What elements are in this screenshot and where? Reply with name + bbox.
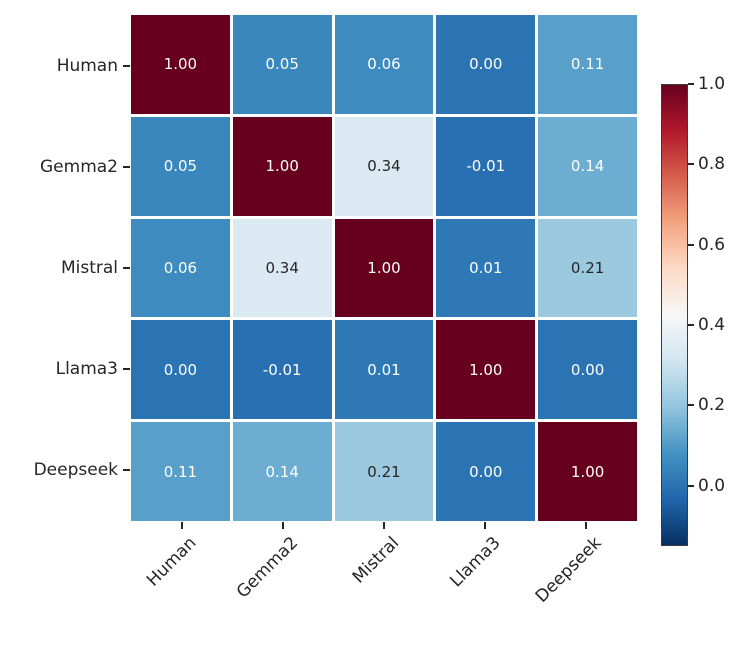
cell-value: 0.14 <box>570 157 605 176</box>
heatmap-cell: 0.00 <box>436 422 536 521</box>
colorbar-tick-label: 1.0 <box>698 74 726 94</box>
y-tick-label: Gemma2 <box>40 156 118 177</box>
y-tick-label: Llama3 <box>55 359 118 380</box>
heatmap-cell: 1.00 <box>436 320 536 420</box>
heatmap-cell: 0.05 <box>131 116 230 216</box>
x-tick-mark <box>281 522 284 529</box>
x-tick-label: Gemma2 <box>232 533 302 603</box>
heatmap-cell: 0.34 <box>334 116 434 216</box>
heatmap-cell: 0.01 <box>436 218 536 318</box>
colorbar-tick-mark <box>688 484 694 487</box>
heatmap-cell: 0.21 <box>334 422 434 521</box>
y-tick-mark <box>123 469 130 472</box>
heatmap-cell: 0.00 <box>436 15 536 114</box>
cell-value: 0.21 <box>367 462 401 481</box>
heatmap-cell: 0.01 <box>334 320 434 420</box>
cell-value: 0.00 <box>163 360 198 379</box>
y-tick-mark <box>123 267 130 269</box>
colorbar-tick-label: 0.8 <box>698 154 726 175</box>
cell-value: 0.21 <box>570 258 605 277</box>
cell-value: 1.00 <box>265 157 299 176</box>
heatmap-cell: 1.00 <box>538 422 637 521</box>
x-tick-label: Human <box>143 533 201 591</box>
cell-value: 1.00 <box>367 258 401 277</box>
y-tick-mark <box>123 165 130 168</box>
x-tick-label: Mistral <box>348 533 404 588</box>
heatmap-cell: 0.14 <box>232 422 332 521</box>
cell-value: 0.34 <box>265 258 299 277</box>
cell-value: 0.00 <box>570 360 605 379</box>
y-tick-label: Human <box>56 55 118 76</box>
colorbar-tick-mark <box>688 83 694 85</box>
cell-value: 0.11 <box>163 462 198 481</box>
heatmap-cell: 0.05 <box>232 15 332 114</box>
heatmap-cell: 0.34 <box>232 218 332 318</box>
heatmap-cell: 0.00 <box>131 320 230 420</box>
x-tick-mark <box>383 522 385 529</box>
y-tick-mark <box>123 64 130 67</box>
heatmap-grid: 1.00 0.05 0.06 0.00 0.11 0.05 1.00 0.34 -0.01 0.1… <box>131 15 637 521</box>
cell-value: -0.01 <box>466 157 506 176</box>
y-tick-label: Mistral <box>60 258 118 278</box>
cell-value: -0.01 <box>262 360 302 379</box>
heatmap-cell: 0.06 <box>131 218 230 318</box>
heatmap-cell: 1.00 <box>232 116 332 216</box>
cell-value: 0.14 <box>265 462 299 481</box>
cell-value: 1.00 <box>163 55 198 74</box>
colorbar-tick-label: 0.4 <box>698 315 726 336</box>
y-tick-mark <box>123 368 130 371</box>
cell-value: 0.01 <box>367 360 401 379</box>
colorbar-tick-mark <box>688 243 694 246</box>
heatmap-cell: 1.00 <box>131 15 230 114</box>
heatmap-cell: 0.06 <box>334 15 434 114</box>
y-tick-label: Deepseek <box>33 460 118 481</box>
heatmap-cell: 1.00 <box>334 218 434 318</box>
cell-value: 0.00 <box>469 462 503 481</box>
cell-value: 0.00 <box>469 55 503 74</box>
colorbar-tick-label: 0.6 <box>698 234 726 255</box>
x-tick-label: Llama3 <box>446 533 505 592</box>
heatmap-cell: -0.01 <box>232 320 332 420</box>
cell-value: 1.00 <box>570 462 605 481</box>
heatmap-cell: 0.11 <box>131 422 230 521</box>
colorbar-tick-label: 0.2 <box>698 395 726 416</box>
colorbar-tick-label: 0.0 <box>698 475 726 496</box>
x-tick-mark <box>484 522 487 529</box>
cell-value: 0.05 <box>265 55 299 74</box>
heatmap-cell: 0.21 <box>538 218 637 318</box>
colorbar <box>661 84 688 546</box>
heatmap-cell: -0.01 <box>436 116 536 216</box>
x-tick-mark <box>180 522 183 529</box>
cell-value: 0.06 <box>367 55 401 74</box>
heatmap-cell: 0.00 <box>538 320 637 420</box>
cell-value: 1.00 <box>469 360 503 379</box>
heatmap-cell: 0.14 <box>538 116 637 216</box>
x-tick-mark <box>585 522 588 529</box>
cell-value: 0.11 <box>570 55 605 74</box>
heatmap-cell: 0.11 <box>538 15 637 114</box>
cell-value: 0.06 <box>163 258 198 277</box>
colorbar-tick-mark <box>688 404 694 407</box>
cell-value: 0.01 <box>469 258 503 277</box>
cell-value: 0.05 <box>163 157 198 176</box>
x-tick-label: Deepseek <box>531 533 606 607</box>
colorbar-tick-mark <box>688 163 694 166</box>
colorbar-tick-mark <box>688 324 694 327</box>
cell-value: 0.34 <box>367 157 401 176</box>
